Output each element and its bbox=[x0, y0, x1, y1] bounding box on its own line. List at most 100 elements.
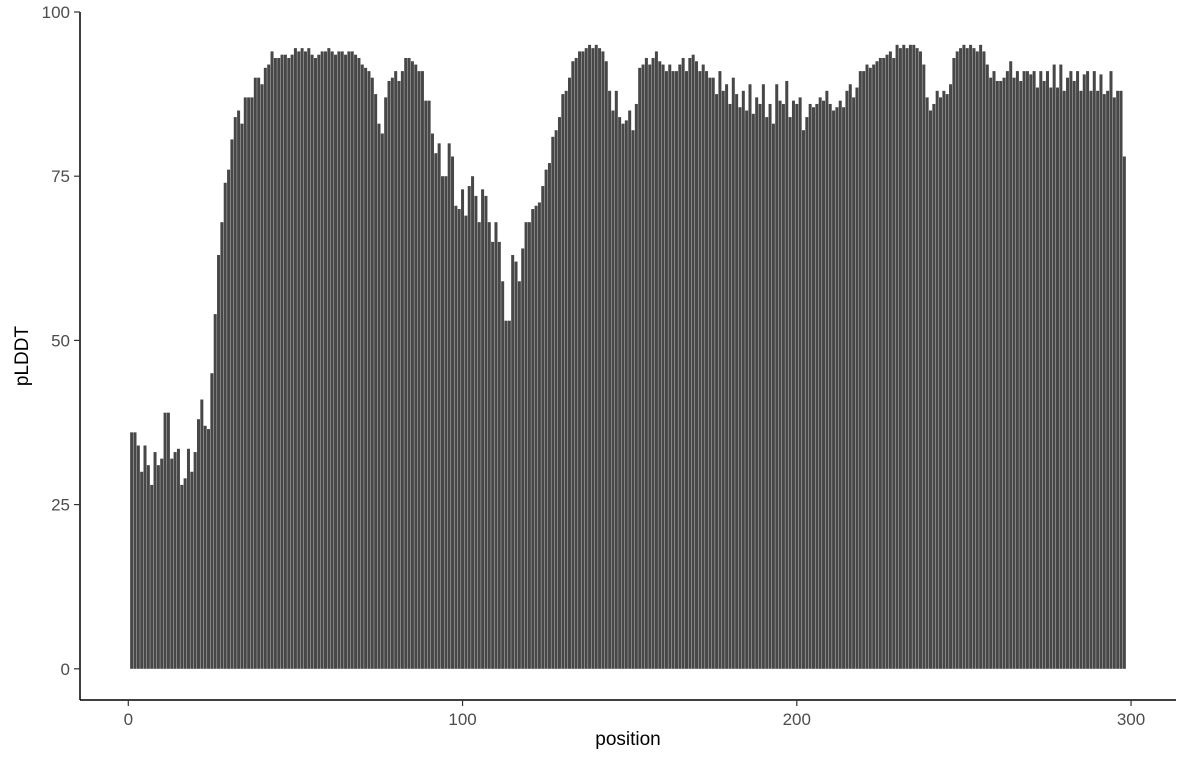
bar bbox=[504, 320, 508, 669]
bar bbox=[410, 61, 414, 669]
bar bbox=[798, 97, 802, 669]
bar bbox=[945, 94, 949, 669]
bar bbox=[303, 51, 307, 669]
bar bbox=[297, 51, 301, 669]
bar bbox=[848, 84, 852, 669]
bar bbox=[243, 97, 247, 669]
bar bbox=[300, 48, 304, 669]
bar bbox=[1082, 74, 1086, 669]
bar bbox=[1015, 71, 1019, 669]
bar bbox=[755, 97, 759, 669]
bar bbox=[621, 123, 625, 669]
bar bbox=[604, 61, 608, 669]
bar bbox=[751, 113, 755, 669]
bar bbox=[915, 48, 919, 669]
bar bbox=[437, 143, 441, 669]
bar bbox=[671, 71, 675, 669]
bar bbox=[1086, 71, 1090, 669]
bar bbox=[524, 222, 528, 669]
bar bbox=[1112, 97, 1116, 669]
bar bbox=[250, 97, 254, 669]
bar bbox=[227, 169, 231, 669]
bar bbox=[888, 51, 892, 669]
bar bbox=[668, 64, 672, 669]
bar bbox=[705, 71, 709, 669]
bar bbox=[902, 44, 906, 669]
bar bbox=[367, 71, 371, 669]
bar bbox=[1102, 94, 1106, 669]
bar bbox=[925, 97, 929, 669]
bar bbox=[1049, 87, 1053, 669]
bar bbox=[461, 189, 465, 669]
bar bbox=[614, 90, 618, 669]
bar bbox=[838, 100, 842, 669]
bar bbox=[424, 100, 428, 669]
bar bbox=[852, 97, 856, 669]
bar bbox=[130, 432, 134, 669]
bar bbox=[995, 80, 999, 669]
bar bbox=[253, 77, 257, 669]
bar bbox=[1022, 71, 1026, 669]
bar bbox=[1059, 64, 1063, 669]
bar bbox=[952, 57, 956, 669]
bar bbox=[163, 412, 167, 669]
bar bbox=[571, 61, 575, 669]
bar bbox=[357, 57, 361, 669]
x-tick-label: 100 bbox=[448, 710, 476, 729]
bar bbox=[965, 48, 969, 669]
bar bbox=[875, 61, 879, 669]
bar bbox=[658, 61, 662, 669]
bar bbox=[1072, 80, 1076, 669]
bar bbox=[467, 186, 471, 669]
bar bbox=[741, 90, 745, 669]
bar bbox=[464, 215, 468, 669]
bar bbox=[330, 51, 334, 669]
bar bbox=[758, 103, 762, 669]
bar bbox=[805, 117, 809, 669]
bar bbox=[364, 67, 368, 669]
bar bbox=[568, 77, 572, 669]
bar bbox=[1069, 71, 1073, 669]
bar bbox=[1056, 87, 1060, 669]
bar bbox=[173, 452, 177, 669]
bar bbox=[1092, 71, 1096, 669]
bar bbox=[170, 458, 174, 669]
bar bbox=[457, 209, 461, 669]
bar bbox=[507, 320, 511, 669]
bar bbox=[534, 205, 538, 669]
bar bbox=[771, 123, 775, 669]
y-tick-label: 100 bbox=[42, 3, 70, 22]
bar bbox=[257, 77, 261, 669]
bar bbox=[578, 51, 582, 669]
bar bbox=[260, 84, 264, 669]
bar bbox=[397, 80, 401, 669]
bar bbox=[474, 195, 478, 669]
bar bbox=[1062, 90, 1066, 669]
bar bbox=[969, 44, 973, 669]
bar bbox=[882, 57, 886, 669]
bar bbox=[551, 136, 555, 669]
bar bbox=[263, 67, 267, 669]
bar bbox=[430, 133, 434, 669]
bar bbox=[795, 103, 799, 669]
bar bbox=[273, 57, 277, 669]
bar bbox=[207, 429, 211, 669]
bar bbox=[785, 80, 789, 669]
bar bbox=[527, 222, 531, 669]
y-tick-label: 50 bbox=[51, 331, 70, 350]
bar bbox=[1096, 90, 1100, 669]
bar bbox=[350, 51, 354, 669]
bar bbox=[1035, 87, 1039, 669]
bar bbox=[989, 77, 993, 669]
bar bbox=[166, 412, 170, 669]
bar bbox=[862, 71, 866, 669]
bar bbox=[1039, 71, 1043, 669]
bar bbox=[999, 80, 1003, 669]
bar bbox=[1119, 90, 1123, 669]
bar bbox=[200, 399, 204, 669]
bar bbox=[427, 100, 431, 669]
bar bbox=[818, 97, 822, 669]
bar bbox=[451, 156, 455, 669]
bar bbox=[932, 103, 936, 669]
